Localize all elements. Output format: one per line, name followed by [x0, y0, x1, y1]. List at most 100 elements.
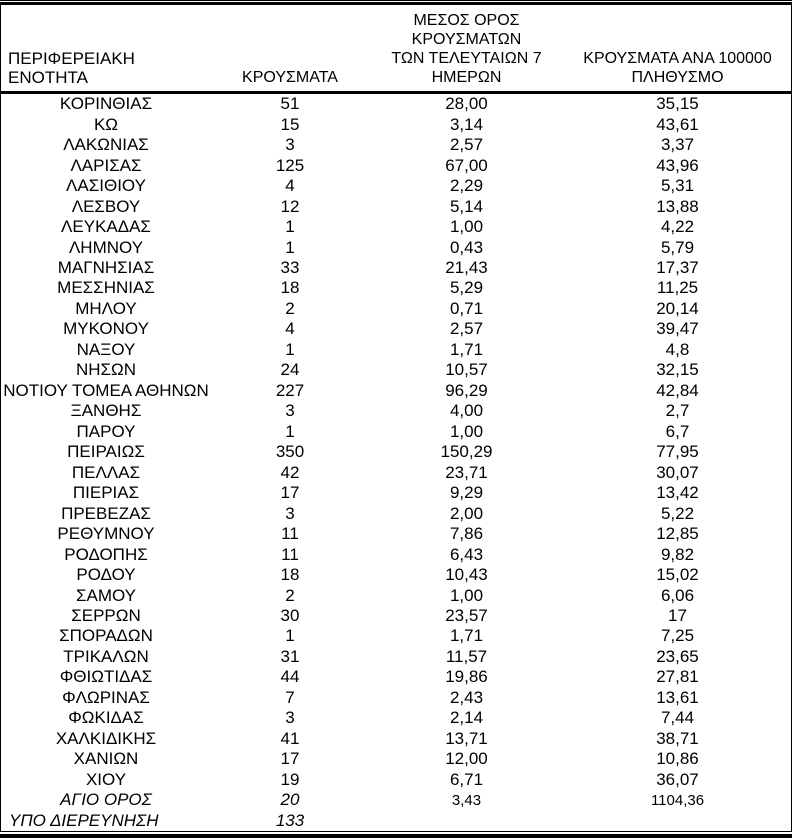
table-row: ΜΥΚΟΝΟΥ 4 2,57 39,47 — [1, 319, 791, 339]
cases-cell: 350 — [275, 442, 305, 462]
table-row: ΧΑΝΙΩΝ 17 12,00 10,86 — [1, 749, 791, 769]
avg7-cell: 10,43 — [445, 565, 488, 585]
per100k-cell: 27,81 — [656, 667, 699, 687]
cases-cell: 41 — [280, 728, 300, 748]
table-row: ΠΙΕΡΙΑΣ 17 9,29 13,42 — [1, 483, 791, 503]
avg7-cell: 2,14 — [449, 708, 484, 728]
avg7-cell: 1,71 — [449, 626, 484, 646]
region-cell: ΜΑΓΝΗΣΙΑΣ — [57, 258, 155, 278]
cases-cell: 51 — [280, 94, 300, 114]
per100k-cell: 6,7 — [665, 421, 690, 441]
table-row: ΦΘΙΩΤΙΔΑΣ 44 19,86 27,81 — [1, 667, 791, 687]
region-cell: ΛΗΜΝΟΥ — [68, 237, 144, 257]
avg7-cell: 11,57 — [445, 646, 488, 666]
region-cell: ΦΩΚΙΔΑΣ — [68, 708, 144, 728]
per100k-cell: 5,31 — [660, 176, 695, 196]
cases-cell: 7 — [285, 687, 295, 707]
bottom-border-thick-rule — [0, 834, 792, 838]
avg7-cell — [369, 810, 564, 831]
cases-cell: 3 — [285, 708, 295, 728]
avg7-cell: 21,43 — [445, 258, 488, 278]
avg7-cell: 6,43 — [449, 544, 484, 564]
avg7-cell: 1,71 — [449, 339, 484, 359]
region-cell: ΝΗΣΩΝ — [75, 360, 137, 380]
region-cell: ΦΘΙΩΤΙΔΑΣ — [59, 667, 153, 687]
avg7-cell: 6,71 — [449, 769, 484, 789]
avg7-cell: 67,00 — [445, 155, 488, 175]
per100k-cell: 2,7 — [665, 401, 690, 421]
column-header-regional-unit: ΠΕΡΙΦΕΡΕΙΑΚΗ ΕΝΟΤΗΤΑ — [1, 5, 211, 94]
avg7-cell: 10,57 — [445, 360, 488, 380]
per100k-cell: 1104,36 — [650, 791, 705, 809]
region-cell: ΝΟΤΙΟΥ ΤΟΜΕΑ ΑΘΗΝΩΝ — [3, 380, 209, 400]
avg7-cell: 7,86 — [449, 524, 484, 544]
cases-cell: 44 — [280, 667, 300, 687]
region-cell: ΠΙΕΡΙΑΣ — [72, 483, 140, 503]
column-header-cases: ΚΡΟΥΣΜΑΤΑ — [211, 5, 369, 94]
per100k-cell: 4,8 — [665, 339, 690, 359]
region-cell: ΛΑΣΙΘΙΟΥ — [66, 176, 146, 196]
table-row: ΜΑΓΝΗΣΙΑΣ 33 21,43 17,37 — [1, 258, 791, 278]
per100k-cell: 10,86 — [656, 749, 699, 769]
cases-cell: 11 — [281, 544, 299, 564]
region-cell: ΣΑΜΟΥ — [75, 585, 137, 605]
avg7-cell: 13,71 — [445, 728, 488, 748]
per100k-cell: 4,22 — [660, 217, 695, 237]
per100k-cell: 7,44 — [660, 708, 695, 728]
avg7-cell: 0,43 — [449, 237, 484, 257]
table-row: ΠΕΛΛΑΣ 42 23,71 30,07 — [1, 462, 791, 482]
table-row: ΣΠΟΡΑΔΩΝ 1 1,71 7,25 — [1, 626, 791, 646]
cases-cell: 1 — [285, 339, 295, 359]
table-row: ΜΗΛΟΥ 2 0,71 20,14 — [1, 299, 791, 319]
table-row: ΠΕΙΡΑΙΩΣ 350 150,29 77,95 — [1, 442, 791, 462]
table-row: ΡΕΘΥΜΝΟΥ 11 7,86 12,85 — [1, 524, 791, 544]
region-cell: ΜΗΛΟΥ — [75, 298, 137, 318]
table-row: ΛΕΣΒΟΥ 12 5,14 13,88 — [1, 196, 791, 216]
region-cell: ΠΡΕΒΕΖΑΣ — [61, 503, 151, 523]
table-row: ΧΙΟΥ 19 6,71 36,07 — [1, 770, 791, 790]
cases-cell: 1 — [285, 237, 295, 257]
cases-cell: 3 — [285, 503, 295, 523]
avg7-cell: 150,29 — [440, 442, 493, 462]
per100k-cell: 42,84 — [656, 380, 699, 400]
region-cell: ΣΕΡΡΩΝ — [71, 605, 141, 625]
avg7-cell: 0,71 — [449, 298, 484, 318]
region-cell: ΜΕΣΣΗΝΙΑΣ — [57, 278, 155, 298]
table-row: ΛΑΚΩΝΙΑΣ 3 2,57 3,37 — [1, 135, 791, 155]
cases-cell: 24 — [280, 360, 300, 380]
cases-cell: 42 — [280, 462, 300, 482]
region-cell: ΡΕΘΥΜΝΟΥ — [57, 524, 155, 544]
per100k-cell — [564, 810, 791, 831]
table-row: ΚΟΡΙΝΘΙΑΣ 51 28,00 35,15 — [1, 93, 791, 115]
region-cell: ΜΥΚΟΝΟΥ — [63, 319, 149, 339]
top-border-thin-rule — [0, 0, 792, 1]
cases-cell: 133 — [275, 810, 305, 830]
avg7-cell: 2,43 — [449, 687, 484, 707]
cases-cell: 1 — [285, 217, 295, 237]
cases-cell: 1 — [285, 626, 295, 646]
per100k-cell: 20,14 — [656, 298, 699, 318]
table-row: ΜΕΣΣΗΝΙΑΣ 18 5,29 11,25 — [1, 278, 791, 298]
cases-cell: 33 — [280, 258, 300, 278]
avg7-cell: 23,57 — [445, 605, 488, 625]
region-cell: ΣΠΟΡΑΔΩΝ — [59, 626, 153, 646]
table-row: ΝΟΤΙΟΥ ΤΟΜΕΑ ΑΘΗΝΩΝ 227 96,29 42,84 — [1, 381, 791, 401]
table-body: ΚΟΡΙΝΘΙΑΣ 51 28,00 35,15 ΚΩ 15 3,14 43,61 ΛΑΚΩΝΙ… — [1, 93, 791, 832]
avg7-cell: 2,00 — [449, 503, 484, 523]
table-row: ΝΑΞΟΥ 1 1,71 4,8 — [1, 340, 791, 360]
per100k-cell: 35,15 — [656, 94, 699, 114]
per100k-cell: 17,37 — [656, 258, 699, 278]
avg7-cell: 5,14 — [449, 196, 484, 216]
avg7-cell: 19,86 — [445, 667, 488, 687]
cases-cell: 227 — [275, 380, 305, 400]
per100k-cell: 30,07 — [656, 462, 699, 482]
cases-cell: 15 — [280, 114, 300, 134]
avg7-cell: 3,14 — [449, 114, 484, 134]
table-row: ΛΗΜΝΟΥ 1 0,43 5,79 — [1, 237, 791, 257]
region-cell: ΠΕΙΡΑΙΩΣ — [67, 442, 145, 462]
avg7-cell: 2,29 — [449, 176, 484, 196]
cases-cell: 4 — [285, 319, 295, 339]
column-header-7day-average: ΜΕΣΟΣ ΟΡΟΣ ΚΡΟΥΣΜΑΤΩΝ ΤΩΝ ΤΕΛΕΥΤΑΙΩΝ 7 Η… — [369, 5, 564, 94]
per100k-cell: 11,25 — [656, 278, 699, 298]
